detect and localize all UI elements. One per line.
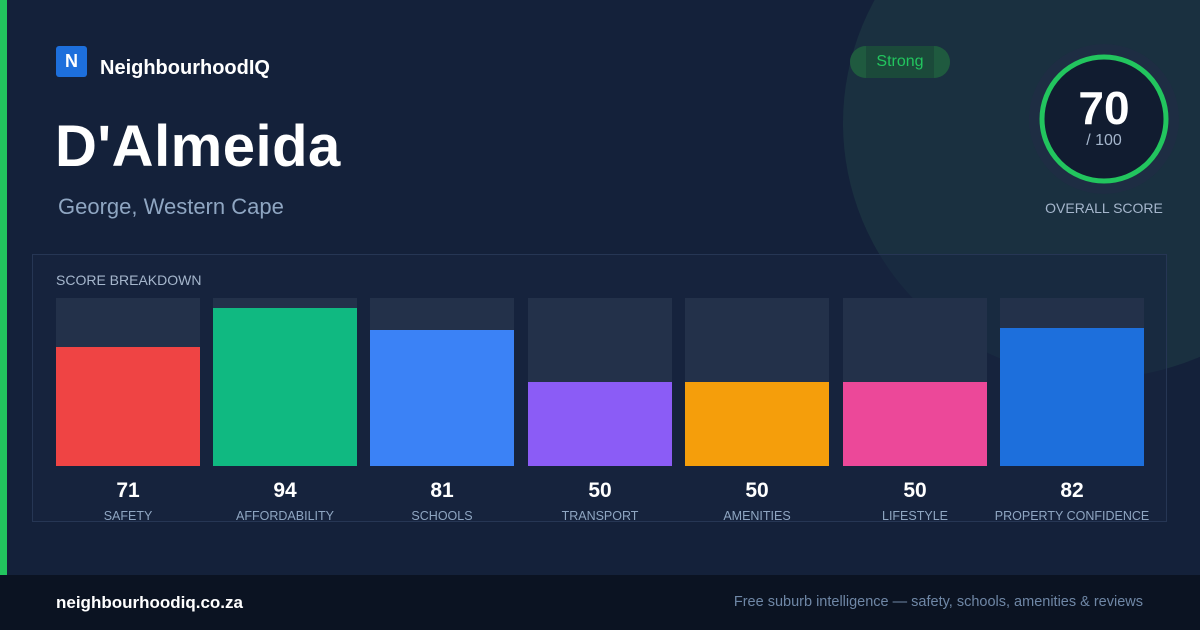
bar-fill: [685, 382, 829, 466]
overall-score-caption: OVERALL SCORE: [1045, 200, 1163, 216]
badge-cap-right: [934, 46, 950, 78]
bar-value: 50: [903, 479, 927, 502]
bar-fill: [56, 347, 200, 466]
bar-track: [56, 298, 200, 466]
bar-schools: 81 SCHOOLS: [370, 298, 514, 523]
bar-fill: [213, 308, 357, 466]
badge-cap-left: [850, 46, 866, 78]
rating-badge: Strong: [850, 46, 950, 78]
bar-value: 50: [588, 479, 612, 502]
logo-letter: N: [65, 51, 78, 71]
bar-fill: [528, 382, 672, 466]
bar-track: [685, 298, 829, 466]
bar-label: SAFETY: [103, 509, 153, 523]
bar-label: AFFORDABILITY: [236, 509, 334, 523]
score-ring-arc: [1039, 54, 1169, 184]
footer-tagline: Free suburb intelligence — safety, schoo…: [733, 594, 1143, 610]
overall-score-value: 70: [1078, 82, 1130, 134]
accent-strip: [0, 0, 7, 575]
bar-track: [213, 298, 357, 466]
bar-lifestyle: 50 LIFESTYLE: [843, 298, 987, 523]
bar-label: PROPERTY CONFIDENCE: [994, 509, 1150, 523]
footer-domain-link[interactable]: neighbourhoodiq.co.za: [56, 593, 243, 612]
bar-label: AMENITIES: [723, 509, 791, 523]
bar-track: [843, 298, 987, 466]
rating-label: Strong: [876, 53, 924, 70]
suburb-location: George, Western Cape: [58, 194, 284, 219]
overall-score-out-of: / 100: [1086, 132, 1122, 149]
bar-label: LIFESTYLE: [882, 509, 948, 523]
bar-track: [528, 298, 672, 466]
bar-affordability: 94 AFFORDABILITY: [213, 298, 357, 523]
bar-value: 94: [273, 479, 297, 502]
bar-label: TRANSPORT: [561, 509, 639, 523]
logo-icon: N: [56, 46, 87, 77]
footer: [0, 575, 1200, 630]
bar-track: [1000, 298, 1144, 466]
bar-track: [370, 298, 514, 466]
bar-value: 81: [430, 479, 454, 502]
bar-fill: [1000, 328, 1144, 466]
bar-value: 82: [1060, 479, 1084, 502]
bar-transport: 50 TRANSPORT: [528, 298, 672, 523]
score-breakdown-title: SCORE BREAKDOWN: [56, 272, 202, 288]
bar-fill: [370, 330, 514, 466]
brand-name: NeighbourhoodIQ: [100, 57, 270, 79]
bar-fill: [843, 382, 987, 466]
score-ring: [1029, 44, 1179, 194]
bar-safety: 71 SAFETY: [56, 298, 200, 523]
bar-amenities: 50 AMENITIES: [685, 298, 829, 523]
bar-value: 71: [116, 479, 140, 502]
suburb-title: D'Almeida: [55, 114, 341, 179]
score-ring-track: [1042, 57, 1166, 181]
bar-value: 50: [745, 479, 769, 502]
bar-label: SCHOOLS: [411, 509, 473, 523]
bar-property-confidence: 82 PROPERTY CONFIDENCE: [995, 298, 1149, 523]
